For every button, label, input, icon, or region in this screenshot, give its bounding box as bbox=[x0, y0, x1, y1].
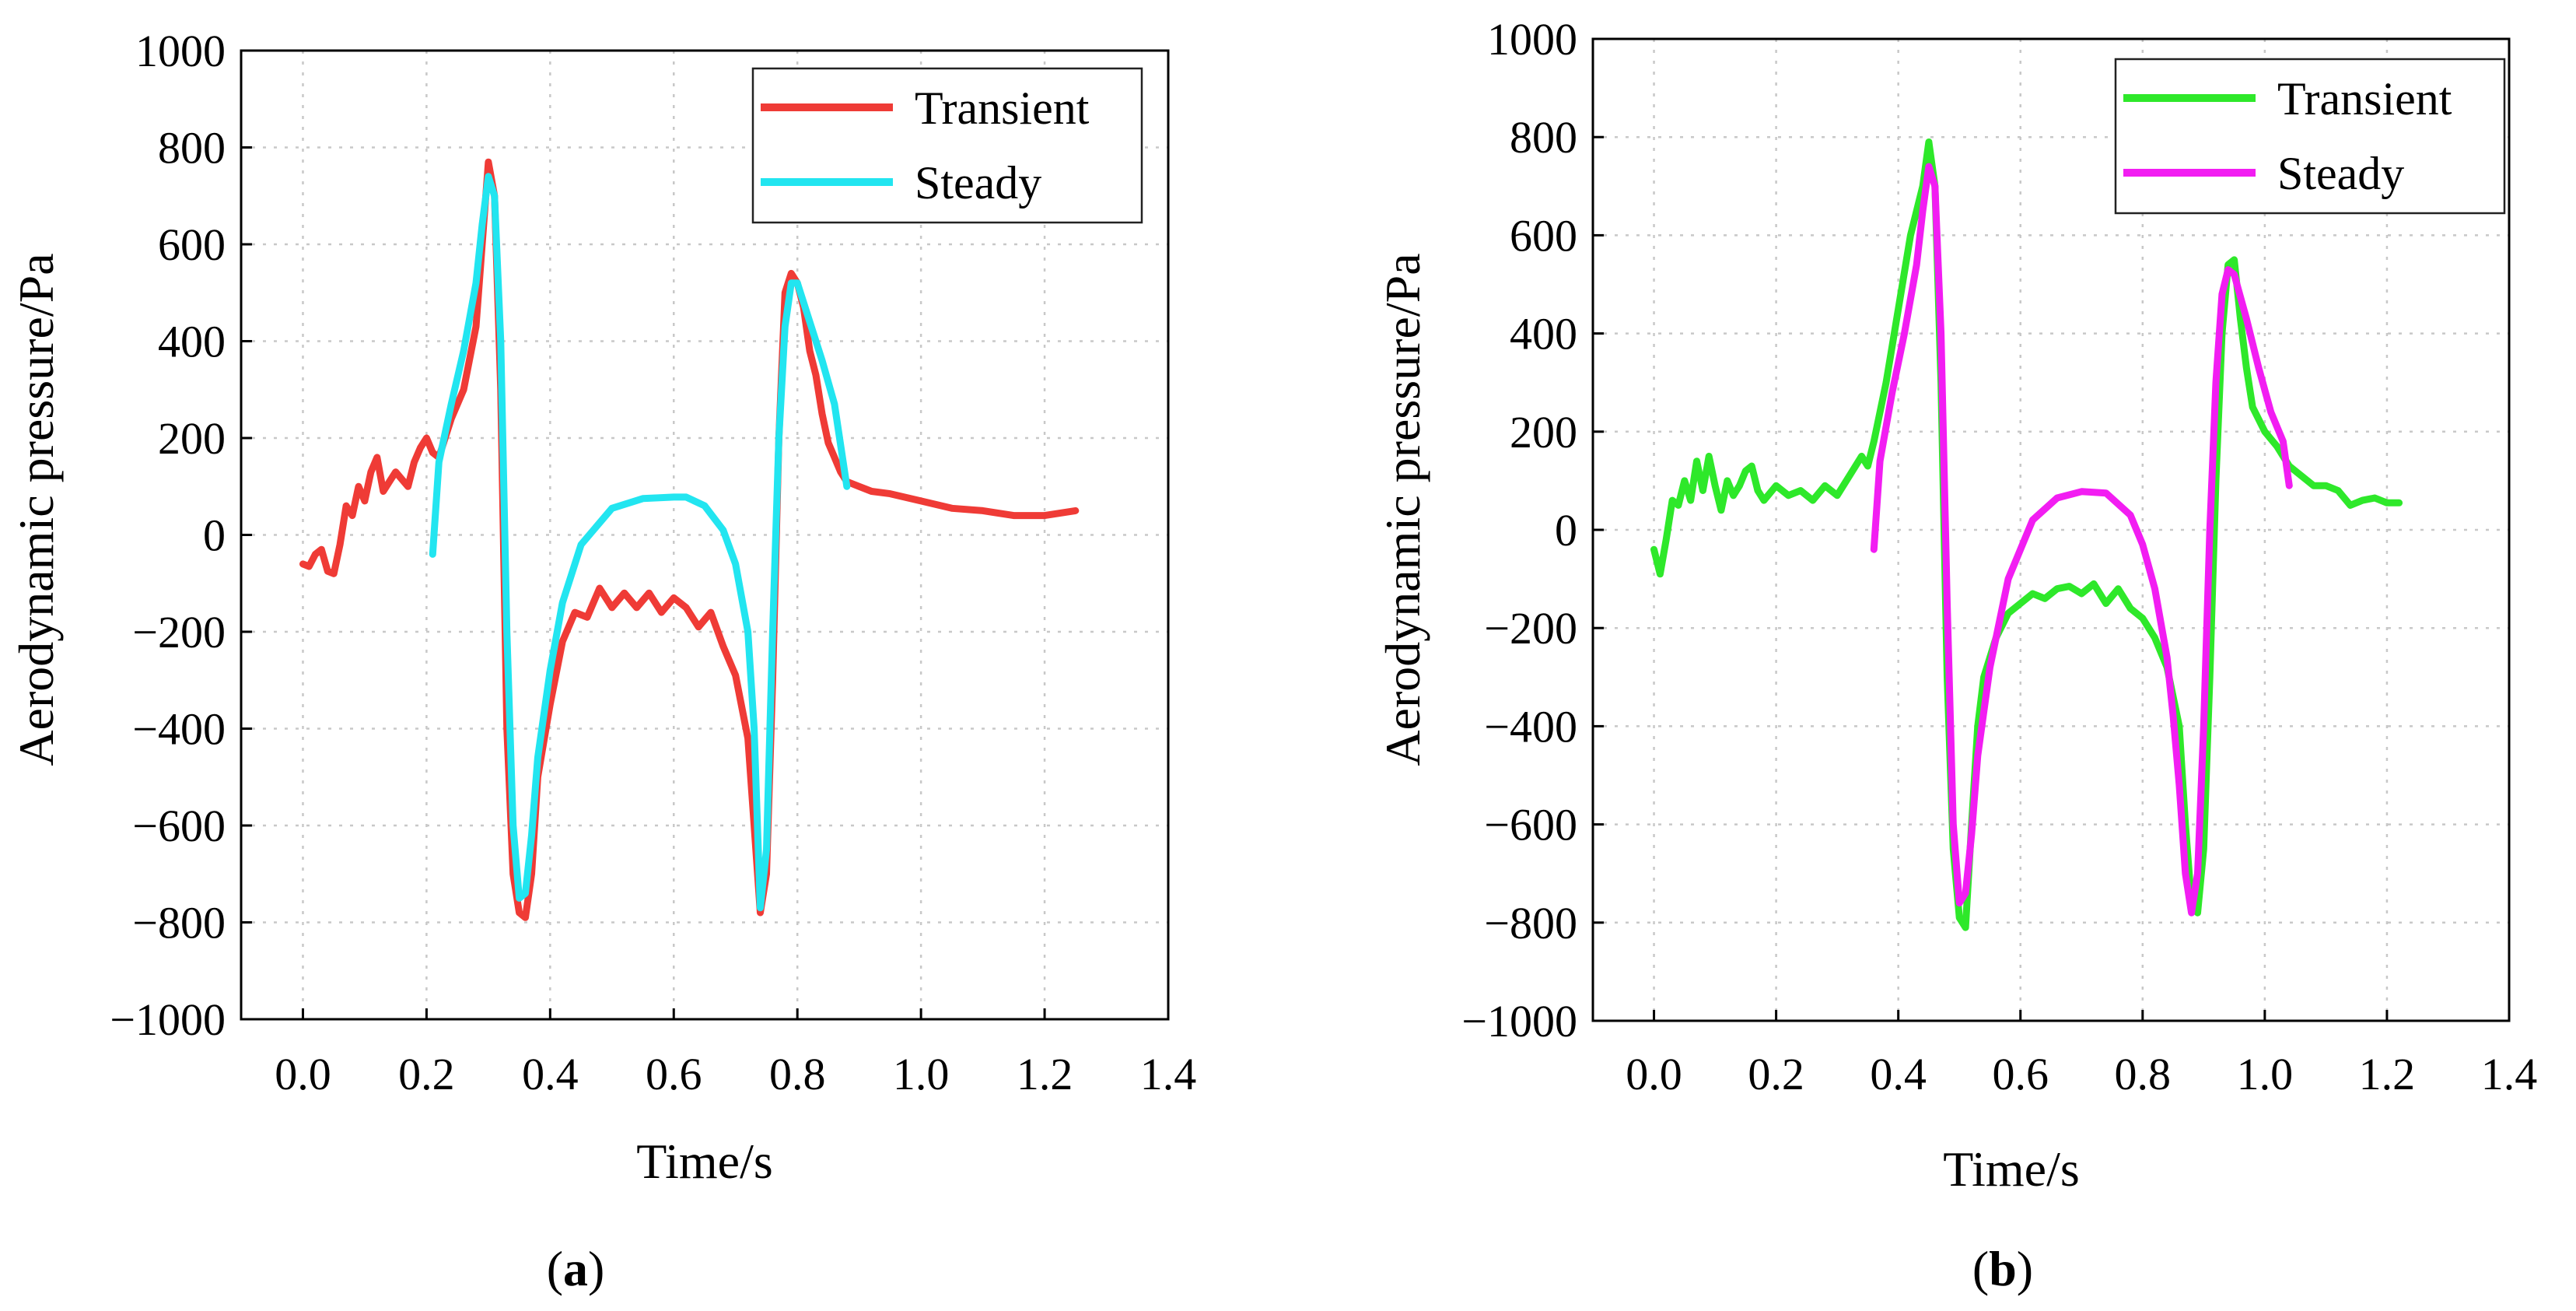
series-layer bbox=[1650, 138, 2403, 931]
y-axis-label: Aerodynamic pressure/Pa bbox=[9, 253, 64, 766]
legend: Transient Steady bbox=[751, 67, 1143, 224]
x-tick-label: 0.0 bbox=[1626, 1049, 1682, 1099]
x-tick-labels: 0.0 0.2 0.4 0.6 0.8 1.0 1.2 1.4 bbox=[275, 1049, 1196, 1099]
x-axis-label: Time/s bbox=[636, 1134, 773, 1189]
y-tick-label: 800 bbox=[1510, 112, 1577, 163]
series-layer bbox=[299, 158, 1080, 921]
y-tick-label: 400 bbox=[158, 317, 226, 367]
x-tick-label: 0.8 bbox=[2115, 1049, 2172, 1099]
panel-letter: b bbox=[1989, 1241, 2017, 1296]
y-tick-label: 1000 bbox=[1487, 14, 1577, 65]
legend: Transient Steady bbox=[2114, 58, 2506, 215]
y-tick-label: 1000 bbox=[135, 26, 226, 76]
y-tick-label: −800 bbox=[132, 898, 226, 948]
x-tick-label: 1.4 bbox=[1140, 1049, 1197, 1099]
y-tick-label: −600 bbox=[1484, 800, 1577, 850]
x-tick-label: 0.2 bbox=[1748, 1049, 1804, 1099]
x-tick-label: 0.4 bbox=[1870, 1049, 1927, 1099]
y-tick-labels: 1000 800 600 400 200 0 −200 −400 −600 −800 −1000 bbox=[110, 26, 226, 1045]
chart-panel-b: 0.0 0.2 0.4 0.6 0.8 1.0 1.2 1.4 1000 800 600 400 20… bbox=[1375, 14, 2537, 1296]
chart-panel-a: 0.0 0.2 0.4 0.6 0.8 1.0 1.2 1.4 1000 800 600 400 20… bbox=[9, 26, 1196, 1296]
y-tick-label: −400 bbox=[132, 704, 226, 755]
series-line-transient bbox=[299, 158, 1080, 921]
x-tick-label: 0.4 bbox=[522, 1049, 579, 1099]
legend-label-transient: Transient bbox=[915, 82, 1090, 134]
y-tick-label: −1000 bbox=[1461, 996, 1577, 1046]
x-axis-label: Time/s bbox=[1943, 1141, 2080, 1197]
y-tick-label: −1000 bbox=[110, 994, 226, 1045]
x-tick-label: 1.0 bbox=[893, 1049, 950, 1099]
legend-box bbox=[751, 67, 1143, 224]
plot-frame bbox=[1591, 37, 2511, 1022]
x-tick-label: 0.8 bbox=[769, 1049, 826, 1099]
y-tick-label: 200 bbox=[158, 413, 226, 464]
x-tick-label: 0.2 bbox=[398, 1049, 455, 1099]
panel-letter: a bbox=[563, 1241, 588, 1296]
x-tick-label: 1.2 bbox=[2359, 1049, 2416, 1099]
plot-frame bbox=[240, 49, 1170, 1021]
x-tick-label: 1.4 bbox=[2481, 1049, 2538, 1099]
x-tick-label: 1.0 bbox=[2237, 1049, 2294, 1099]
panel-label: (a) bbox=[547, 1241, 605, 1296]
y-tick-label: 0 bbox=[1555, 505, 1577, 556]
x-tick-label: 1.2 bbox=[1017, 1049, 1073, 1099]
y-tick-label: 200 bbox=[1510, 407, 1577, 457]
x-tick-label: 0.0 bbox=[275, 1049, 331, 1099]
y-tick-label: 600 bbox=[158, 219, 226, 270]
y-tick-label: −200 bbox=[1484, 603, 1577, 654]
legend-label-steady: Steady bbox=[915, 157, 1041, 209]
series-line-transient bbox=[1650, 138, 2403, 931]
y-tick-label: 800 bbox=[158, 123, 226, 174]
y-tick-label: −600 bbox=[132, 801, 226, 851]
x-tick-label: 0.6 bbox=[1992, 1049, 2049, 1099]
y-tick-label: −800 bbox=[1484, 898, 1577, 948]
y-axis-label: Aerodynamic pressure/Pa bbox=[1375, 253, 1430, 766]
series-line-steady bbox=[1870, 163, 2293, 917]
legend-label-transient: Transient bbox=[2277, 73, 2452, 124]
y-tick-labels: 1000 800 600 400 200 0 −200 −400 −600 −800 −1000 bbox=[1461, 14, 1577, 1046]
y-tick-label: 400 bbox=[1510, 309, 1577, 359]
y-tick-label: 600 bbox=[1510, 210, 1577, 261]
panel-label: (b) bbox=[1972, 1241, 2033, 1296]
y-tick-label: −200 bbox=[132, 607, 226, 657]
y-tick-label: 0 bbox=[203, 510, 226, 561]
legend-box bbox=[2114, 58, 2506, 215]
y-tick-label: −400 bbox=[1484, 701, 1577, 752]
x-tick-labels: 0.0 0.2 0.4 0.6 0.8 1.0 1.2 1.4 bbox=[1626, 1049, 2537, 1099]
legend-label-steady: Steady bbox=[2277, 148, 2404, 199]
series-line-steady bbox=[429, 173, 851, 912]
x-tick-label: 0.6 bbox=[646, 1049, 702, 1099]
